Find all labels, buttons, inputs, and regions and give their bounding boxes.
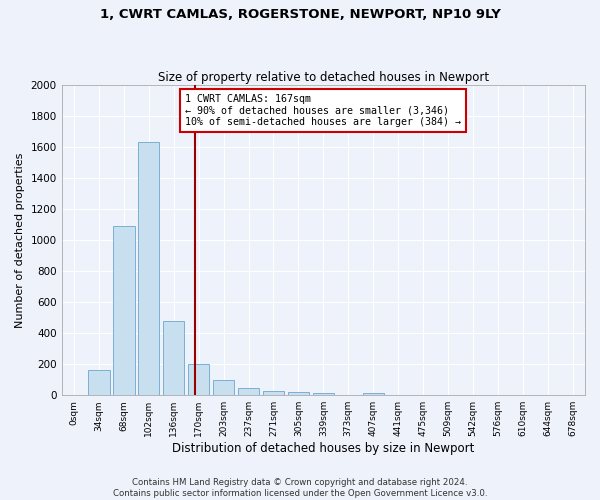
Bar bbox=[238, 388, 259, 395]
Bar bbox=[163, 320, 184, 395]
Y-axis label: Number of detached properties: Number of detached properties bbox=[15, 152, 25, 328]
Bar bbox=[313, 393, 334, 395]
Bar bbox=[288, 392, 309, 395]
Bar bbox=[263, 390, 284, 395]
Bar bbox=[113, 226, 134, 395]
Bar bbox=[362, 393, 384, 395]
Text: Contains HM Land Registry data © Crown copyright and database right 2024.
Contai: Contains HM Land Registry data © Crown c… bbox=[113, 478, 487, 498]
Text: 1, CWRT CAMLAS, ROGERSTONE, NEWPORT, NP10 9LY: 1, CWRT CAMLAS, ROGERSTONE, NEWPORT, NP1… bbox=[100, 8, 500, 20]
X-axis label: Distribution of detached houses by size in Newport: Distribution of detached houses by size … bbox=[172, 442, 475, 455]
Bar bbox=[213, 380, 234, 395]
Title: Size of property relative to detached houses in Newport: Size of property relative to detached ho… bbox=[158, 70, 489, 84]
Bar bbox=[138, 142, 160, 395]
Bar bbox=[188, 364, 209, 395]
Text: 1 CWRT CAMLAS: 167sqm
← 90% of detached houses are smaller (3,346)
10% of semi-d: 1 CWRT CAMLAS: 167sqm ← 90% of detached … bbox=[185, 94, 461, 127]
Bar bbox=[88, 370, 110, 395]
